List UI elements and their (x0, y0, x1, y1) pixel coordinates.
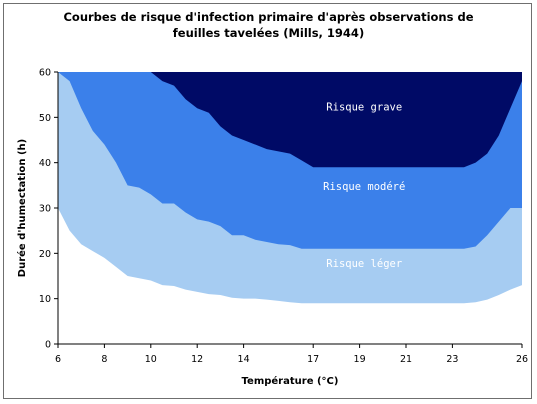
y-tick-label: 10 (39, 294, 51, 305)
x-tick-label: 12 (191, 354, 203, 365)
y-tick-label: 60 (39, 68, 51, 79)
x-axis-title: Température (°C) (242, 375, 339, 387)
chart-title: Courbes de risque d'infection primaire d… (63, 10, 474, 40)
x-tick-label: 19 (354, 354, 366, 365)
y-tick-label: 20 (39, 249, 51, 260)
x-tick-label: 8 (101, 354, 107, 365)
x-tick-label: 17 (307, 354, 319, 365)
risk-areas (58, 72, 522, 344)
zone-label-3: Risque grave (326, 102, 402, 114)
y-tick-label: 40 (39, 158, 51, 169)
zone-label-1: Risque léger (326, 258, 402, 270)
zone-labels: Risque léger Risque modéré Risque grave (323, 102, 405, 270)
x-tick-label: 6 (55, 354, 61, 365)
x-tick-label: 10 (145, 354, 157, 365)
x-tick-label: 26 (516, 354, 528, 365)
x-tick-label: 14 (238, 354, 250, 365)
x-tick-label: 23 (446, 354, 458, 365)
area-3 (58, 72, 522, 168)
y-axis-title: Durée d'humectation (h) (16, 139, 28, 277)
ticks: 6 8 10 12 14 17 19 21 23 26 0 10 20 30 40 50 60 (39, 68, 528, 366)
x-tick-label: 21 (400, 354, 412, 365)
y-tick-label: 30 (39, 204, 51, 215)
y-tick-label: 50 (39, 113, 51, 124)
zone-label-2: Risque modéré (323, 181, 405, 193)
y-tick-label: 0 (45, 340, 51, 351)
